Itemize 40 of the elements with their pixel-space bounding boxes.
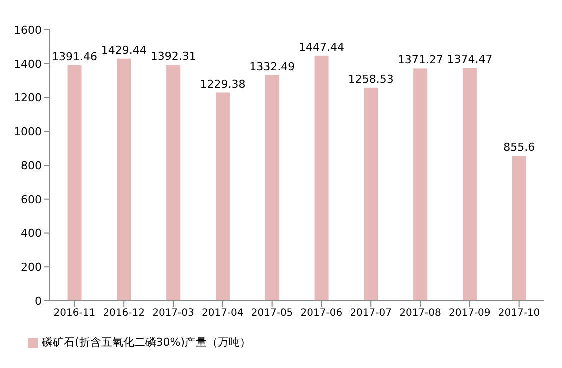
y-tick-label: 200 xyxy=(21,261,42,274)
y-tick-label: 600 xyxy=(21,193,42,206)
bar xyxy=(117,58,132,301)
x-tick-label: 2016-11 xyxy=(54,308,96,320)
bar xyxy=(512,156,526,301)
data-label: 1374.47 xyxy=(447,53,493,66)
x-tick-label: 2017-05 xyxy=(251,308,294,320)
data-label: 1447.44 xyxy=(299,40,345,54)
x-tick-label: 2017-06 xyxy=(300,308,343,320)
x-tick-label: 2017-09 xyxy=(449,308,491,320)
data-label: 1229.38 xyxy=(200,78,246,91)
bar xyxy=(166,65,181,301)
data-label: 1392.31 xyxy=(150,50,196,64)
bar xyxy=(265,75,280,301)
data-label: 1429.44 xyxy=(101,44,147,57)
y-tick-label: 400 xyxy=(21,227,42,240)
y-tick-label: 1200 xyxy=(14,92,42,105)
y-tick-label: 0 xyxy=(35,294,42,308)
data-label: 855.6 xyxy=(504,141,536,154)
y-tick-label: 1600 xyxy=(14,24,42,37)
data-label: 1391.46 xyxy=(52,50,98,64)
y-tick-label: 800 xyxy=(21,159,42,172)
data-label: 1258.53 xyxy=(348,72,394,86)
bar xyxy=(314,56,329,301)
bar xyxy=(414,68,428,301)
bar xyxy=(68,65,82,301)
y-tick-label: 1400 xyxy=(14,58,42,71)
y-tick-label: 1000 xyxy=(14,126,42,139)
x-tick-label: 2017-10 xyxy=(498,308,540,320)
data-label: 1371.27 xyxy=(398,54,444,67)
bar xyxy=(462,68,477,301)
x-tick-label: 2016-12 xyxy=(103,308,145,320)
bar xyxy=(216,92,230,301)
x-tick-label: 2017-08 xyxy=(400,308,442,320)
bar xyxy=(364,88,378,301)
x-tick-label: 2017-04 xyxy=(202,308,244,320)
x-tick-label: 2017-03 xyxy=(152,308,194,320)
x-tick-label: 2017-07 xyxy=(350,308,392,320)
data-label: 1332.49 xyxy=(250,60,296,74)
legend-label: 磷矿石(折含五氧化二磷30%)产量（万吨） xyxy=(42,336,252,349)
